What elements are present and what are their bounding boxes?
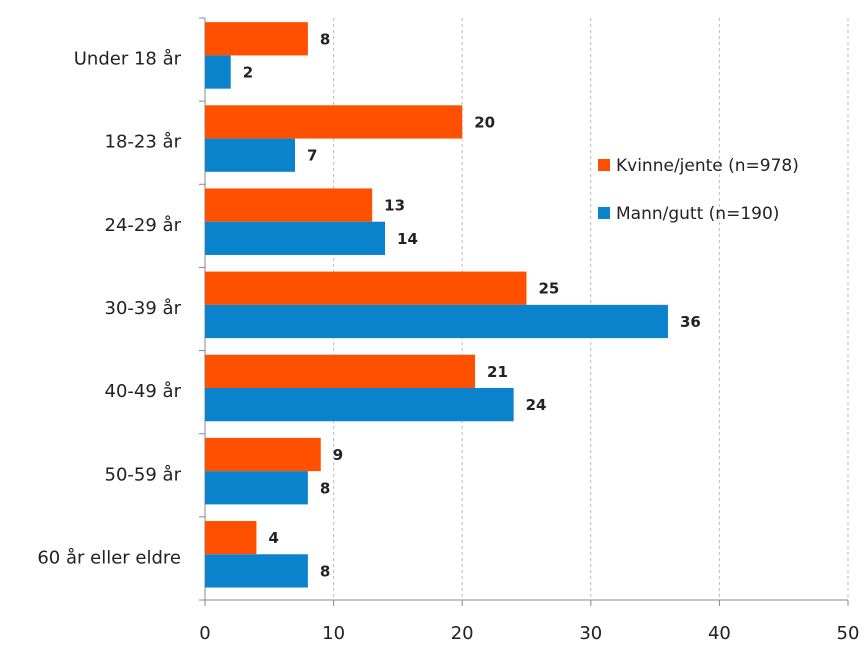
x-tick-label: 20: [451, 623, 474, 644]
y-tick-label: 60 år eller eldre: [37, 547, 181, 568]
data-label: 25: [539, 280, 560, 298]
bar: [205, 221, 386, 255]
data-label: 21: [487, 363, 508, 381]
x-tick-label: 40: [708, 623, 731, 644]
bar: [205, 471, 308, 505]
x-tick-label: 30: [579, 623, 602, 644]
bar: [205, 105, 463, 139]
bar: [205, 554, 308, 588]
data-label: 20: [474, 113, 495, 131]
data-label: 14: [397, 230, 418, 248]
bar: [205, 55, 231, 89]
x-tick-label: 50: [837, 623, 860, 644]
data-label: 7: [307, 147, 317, 165]
bar: [205, 354, 476, 388]
bar: [205, 437, 321, 472]
bar: [205, 521, 257, 555]
legend-swatch: [598, 207, 610, 219]
y-tick-label: 40-49 år: [105, 381, 182, 402]
data-label: 9: [333, 446, 343, 464]
legend-label: Mann/gutt (n=190): [616, 204, 779, 224]
bar: [205, 138, 296, 172]
data-label: 8: [320, 562, 330, 580]
y-tick-label: 50-59 år: [105, 464, 182, 485]
bar: [205, 387, 514, 422]
x-tick-label: 0: [199, 623, 210, 644]
bar: [205, 188, 373, 222]
legend-label: Kvinne/jente (n=978): [616, 156, 799, 176]
data-label: 2: [243, 64, 253, 82]
y-tick-label: Under 18 år: [74, 49, 182, 70]
data-label: 36: [680, 313, 701, 331]
data-label: 24: [526, 396, 547, 414]
legend-swatch: [598, 159, 610, 171]
y-tick-label: 24-29 år: [105, 215, 182, 236]
data-label: 13: [384, 197, 405, 215]
data-label: 4: [268, 529, 278, 547]
y-tick-label: 30-39 år: [105, 298, 182, 319]
bar: [205, 304, 668, 339]
y-tick-label: 18-23 år: [105, 132, 182, 153]
data-label: 8: [320, 30, 330, 48]
x-tick-label: 10: [322, 623, 345, 644]
data-label: 8: [320, 479, 330, 497]
bar: [205, 22, 308, 56]
bar: [205, 271, 527, 305]
